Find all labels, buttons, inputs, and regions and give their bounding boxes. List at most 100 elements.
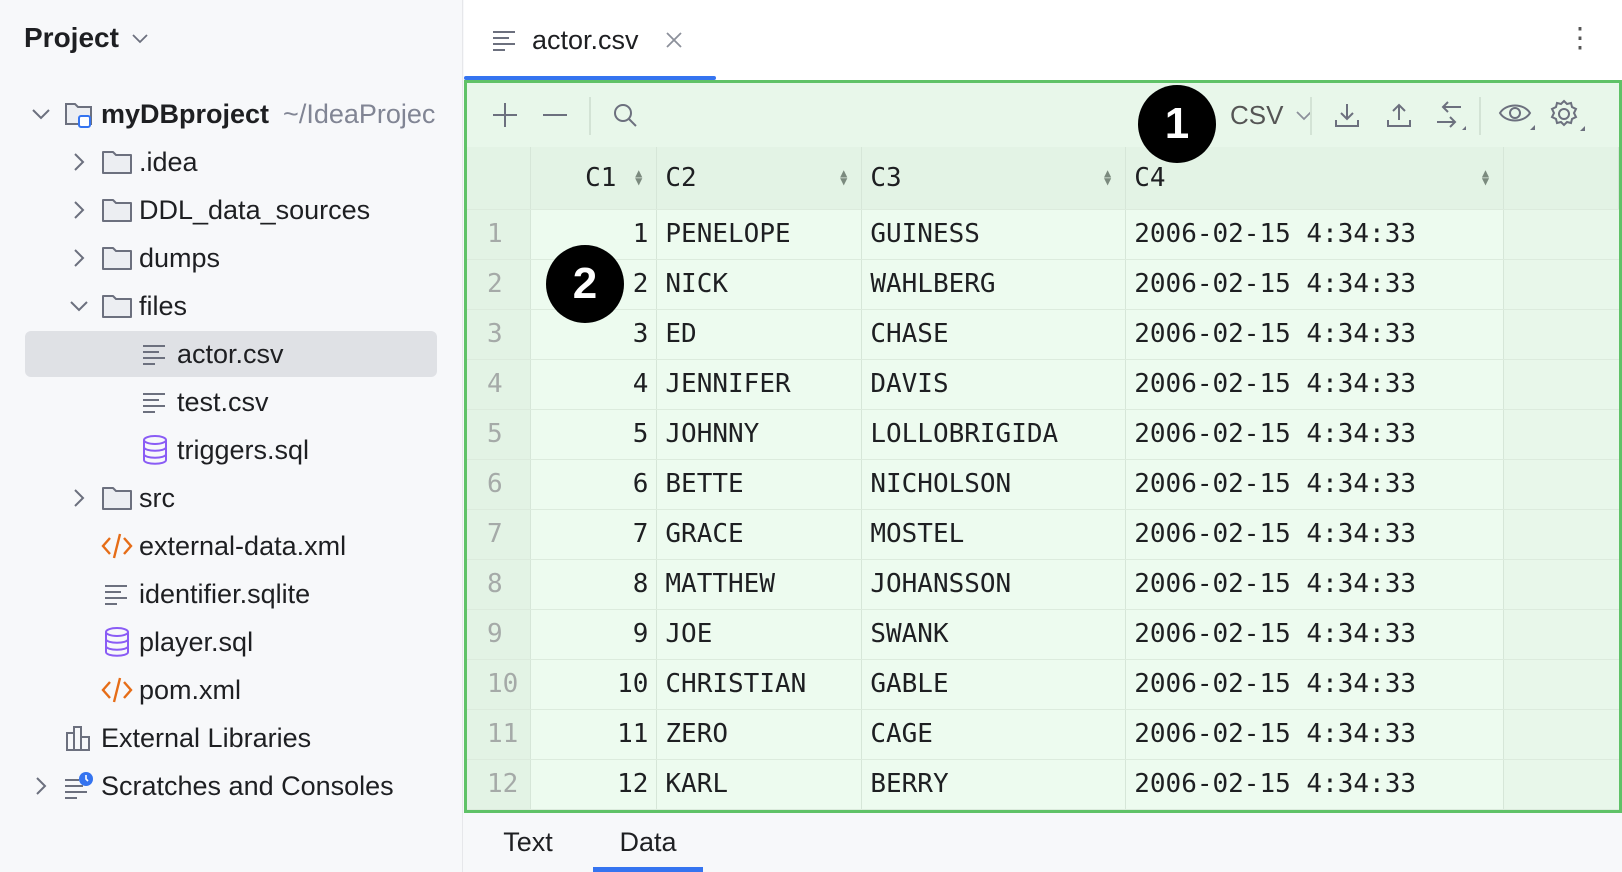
table-row[interactable]: 1 1 PENELOPE GUINESS 2006-02-15 4:34:33 (467, 209, 1619, 260)
format-dropdown[interactable]: CSV (1230, 97, 1313, 133)
table-cell[interactable]: 2006-02-15 4:34:33 (1125, 659, 1505, 710)
table-cell[interactable]: CAGE (861, 709, 1127, 760)
table-row[interactable]: 2 2 NICK WAHLBERG 2006-02-15 4:34:33 (467, 259, 1619, 310)
row-number[interactable]: 12 (467, 759, 532, 810)
search-button[interactable] (607, 97, 643, 133)
tree-item-pom-xml[interactable]: pom.xml (25, 667, 437, 713)
tab-data[interactable]: Data (593, 813, 703, 872)
tab-actor-csv[interactable]: actor.csv (464, 0, 716, 80)
row-number[interactable]: 5 (467, 409, 532, 460)
column-header-c2[interactable]: C2 ▲ ▼ (656, 147, 863, 210)
table-cell[interactable]: 3 (530, 309, 658, 360)
table-cell[interactable]: PENELOPE (656, 209, 863, 260)
table-cell[interactable]: MOSTEL (861, 509, 1127, 560)
row-number[interactable]: 7 (467, 509, 532, 560)
sort-icon[interactable]: ▲ ▼ (1104, 166, 1112, 188)
table-cell[interactable]: MATTHEW (656, 559, 863, 610)
table-cell[interactable]: 11 (530, 709, 658, 760)
tree-item-dumps[interactable]: dumps (25, 235, 437, 281)
chevron-right-icon[interactable] (67, 486, 91, 510)
row-number[interactable]: 11 (467, 709, 532, 760)
table-cell[interactable]: NICK (656, 259, 863, 310)
table-cell[interactable]: 2006-02-15 4:34:33 (1125, 559, 1505, 610)
chevron-right-icon[interactable] (67, 246, 91, 270)
table-cell[interactable]: 2006-02-15 4:34:33 (1125, 609, 1505, 660)
tree-item-src[interactable]: src (25, 475, 437, 521)
column-header-c1[interactable]: C1 ▲ ▼ (530, 147, 658, 210)
table-cell[interactable]: WAHLBERG (861, 259, 1127, 310)
table-cell[interactable]: 5 (530, 409, 658, 460)
close-icon[interactable] (665, 31, 683, 49)
table-cell[interactable]: 2006-02-15 4:34:33 (1125, 409, 1505, 460)
table-cell[interactable]: 2006-02-15 4:34:33 (1125, 209, 1505, 260)
export-button[interactable] (1381, 97, 1417, 133)
tree-item-mydbproject[interactable]: myDBproject ~/IdeaProjec (25, 91, 437, 137)
table-row[interactable]: 5 5 JOHNNY LOLLOBRIGIDA 2006-02-15 4:34:33 (467, 409, 1619, 460)
tree-item-files[interactable]: files (25, 283, 437, 329)
table-cell[interactable]: CHASE (861, 309, 1127, 360)
transpose-button[interactable] (1433, 97, 1469, 133)
table-cell[interactable]: ED (656, 309, 863, 360)
table-cell[interactable]: BERRY (861, 759, 1127, 810)
table-cell[interactable]: 10 (530, 659, 658, 710)
chevron-right-icon[interactable] (29, 774, 53, 798)
more-options-icon[interactable]: ⋮ (1566, 22, 1594, 53)
table-cell[interactable]: 2006-02-15 4:34:33 (1125, 259, 1505, 310)
table-cell[interactable]: LOLLOBRIGIDA (861, 409, 1127, 460)
add-row-button[interactable] (487, 97, 523, 133)
table-cell[interactable]: JENNIFER (656, 359, 863, 410)
delete-row-button[interactable] (537, 97, 573, 133)
tree-item-ddl-data-sources[interactable]: DDL_data_sources (25, 187, 437, 233)
tree-item--idea[interactable]: .idea (25, 139, 437, 185)
table-row[interactable]: 7 7 GRACE MOSTEL 2006-02-15 4:34:33 (467, 509, 1619, 560)
tree-item-identifier-sqlite[interactable]: identifier.sqlite (25, 571, 437, 617)
table-cell[interactable]: JOE (656, 609, 863, 660)
table-row[interactable]: 10 10 CHRISTIAN GABLE 2006-02-15 4:34:33 (467, 659, 1619, 710)
table-cell[interactable]: SWANK (861, 609, 1127, 660)
row-number[interactable]: 9 (467, 609, 532, 660)
table-row[interactable]: 8 8 MATTHEW JOHANSSON 2006-02-15 4:34:33 (467, 559, 1619, 610)
table-cell[interactable]: JOHNNY (656, 409, 863, 460)
row-number[interactable]: 6 (467, 459, 532, 510)
table-cell[interactable]: KARL (656, 759, 863, 810)
table-cell[interactable]: JOHANSSON (861, 559, 1127, 610)
tree-item-external-libraries[interactable]: External Libraries (25, 715, 437, 761)
row-number[interactable]: 8 (467, 559, 532, 610)
table-cell[interactable]: 2006-02-15 4:34:33 (1125, 309, 1505, 360)
tree-item-test-csv[interactable]: test.csv (25, 379, 437, 425)
tree-item-triggers-sql[interactable]: triggers.sql (25, 427, 437, 473)
table-cell[interactable]: 4 (530, 359, 658, 410)
chevron-down-icon[interactable] (29, 102, 53, 126)
settings-button[interactable] (1547, 97, 1587, 133)
tree-item-player-sql[interactable]: player.sql (25, 619, 437, 665)
table-row[interactable]: 12 12 KARL BERRY 2006-02-15 4:34:33 (467, 759, 1619, 810)
sort-icon[interactable]: ▲ ▼ (840, 166, 848, 188)
table-cell[interactable]: 2006-02-15 4:34:33 (1125, 709, 1505, 760)
tree-item-scratches-and-consoles[interactable]: Scratches and Consoles (25, 763, 437, 809)
table-cell[interactable]: 8 (530, 559, 658, 610)
table-row[interactable]: 9 9 JOE SWANK 2006-02-15 4:34:33 (467, 609, 1619, 660)
table-cell[interactable]: 7 (530, 509, 658, 560)
row-number[interactable]: 2 (467, 259, 532, 310)
chevron-right-icon[interactable] (67, 150, 91, 174)
table-cell[interactable]: CHRISTIAN (656, 659, 863, 710)
table-cell[interactable]: 2006-02-15 4:34:33 (1125, 759, 1505, 810)
tree-item-actor-csv[interactable]: actor.csv (25, 331, 437, 377)
table-cell[interactable]: GUINESS (861, 209, 1127, 260)
table-cell[interactable]: 2006-02-15 4:34:33 (1125, 459, 1505, 510)
project-view-selector[interactable]: Project (24, 22, 149, 54)
tree-item-external-data-xml[interactable]: external-data.xml (25, 523, 437, 569)
table-row[interactable]: 6 6 BETTE NICHOLSON 2006-02-15 4:34:33 (467, 459, 1619, 510)
table-cell[interactable]: BETTE (656, 459, 863, 510)
sort-icon[interactable]: ▲ ▼ (635, 166, 643, 188)
sort-icon[interactable]: ▲ ▼ (1481, 166, 1490, 188)
table-cell[interactable]: 2006-02-15 4:34:33 (1125, 359, 1505, 410)
table-cell[interactable]: 9 (530, 609, 658, 660)
row-number[interactable]: 3 (467, 309, 532, 360)
table-row[interactable]: 3 3 ED CHASE 2006-02-15 4:34:33 (467, 309, 1619, 360)
import-button[interactable] (1329, 97, 1365, 133)
table-cell[interactable]: GRACE (656, 509, 863, 560)
table-cell[interactable]: NICHOLSON (861, 459, 1127, 510)
tab-text[interactable]: Text (478, 813, 578, 872)
row-number[interactable]: 4 (467, 359, 532, 410)
